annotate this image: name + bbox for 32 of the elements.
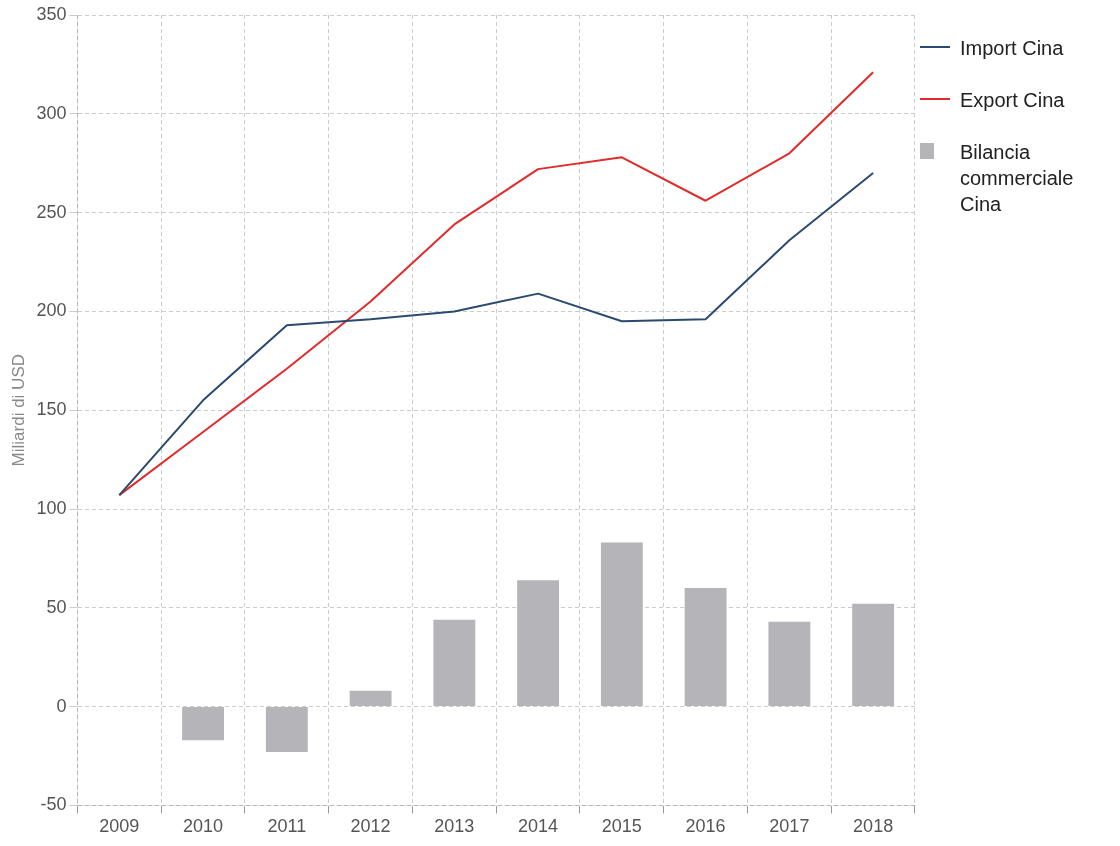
y-tick-label: 0 [56,695,67,716]
y-tick-label: 150 [36,399,67,420]
y-tick-label: 350 [36,3,67,24]
x-tick-label: 2012 [350,816,391,837]
bar [600,542,643,707]
legend-label: Import Cina [960,36,1064,61]
bar [517,580,560,707]
x-tick-label: 2015 [601,816,642,837]
y-tick-label: 50 [46,596,67,617]
y-tick-label: -50 [40,794,67,815]
bar [768,621,811,707]
x-tick-label: 2014 [518,816,559,837]
x-tick-label: 2011 [267,816,307,837]
bar [265,707,308,753]
y-tick-label: 250 [36,201,67,222]
x-tick-label: 2013 [434,816,475,837]
bar [684,588,727,707]
bar [349,690,392,707]
bar [852,603,895,707]
bar [433,619,476,707]
x-tick-label: 2016 [685,816,726,837]
y-tick-label: 100 [36,497,67,518]
bar [182,707,225,741]
x-tick-label: 2018 [853,816,894,837]
x-tick-label: 2010 [183,816,224,837]
legend-label: Export Cina [960,88,1065,113]
x-tick-label: 2009 [99,816,140,837]
legend-label: Bilancia commerciale Cina [960,140,1075,217]
y-tick-label: 200 [36,300,67,321]
x-tick-label: 2017 [769,816,810,837]
y-tick-label: 300 [36,102,67,123]
y-axis-title: Miliardi di USD [8,353,28,467]
